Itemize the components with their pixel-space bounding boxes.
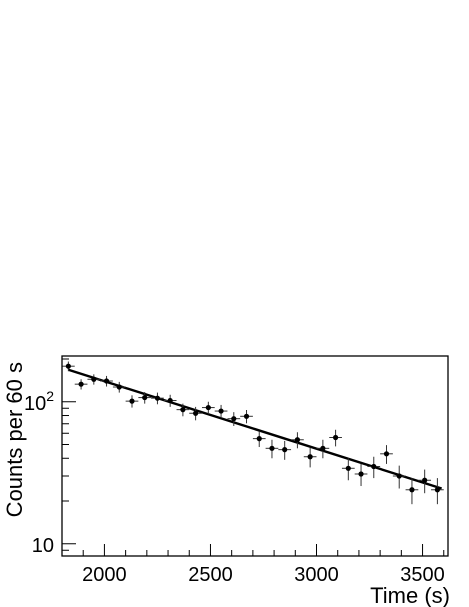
data-marker (256, 436, 262, 442)
data-marker (65, 363, 71, 369)
data-point (201, 401, 215, 414)
data-marker (294, 437, 301, 443)
data-point (278, 440, 292, 460)
data-marker (103, 378, 110, 384)
data-marker (409, 487, 415, 493)
data-marker (332, 434, 339, 441)
x-tick-label: 2000 (82, 564, 127, 586)
data-point (62, 361, 75, 372)
data-marker (116, 384, 122, 390)
data-marker (282, 447, 288, 453)
data-marker (434, 487, 440, 493)
data-marker (231, 416, 237, 422)
data-marker (243, 413, 250, 419)
data-marker (193, 410, 199, 416)
data-marker (320, 445, 326, 451)
data-point (138, 392, 152, 404)
data-point (189, 406, 202, 421)
data-point (418, 469, 432, 494)
data-point (100, 375, 113, 387)
data-point (316, 439, 330, 459)
data-point (329, 429, 342, 447)
data-point (367, 456, 381, 479)
data-point (125, 395, 139, 408)
data-point (87, 374, 101, 385)
data-point (303, 447, 317, 468)
data-point (392, 465, 406, 489)
data-marker (142, 394, 148, 401)
data-marker (154, 395, 161, 401)
data-point (405, 478, 419, 505)
data-marker (167, 397, 173, 404)
data-marker (269, 445, 275, 451)
data-point (151, 392, 164, 405)
data-point (74, 379, 88, 390)
data-marker (129, 398, 135, 404)
y-tick-label: 102 (24, 388, 54, 415)
data-point (380, 445, 393, 464)
fit-line (67, 368, 443, 490)
axis-ticks: 2000 2500 3000 3500 10 102 (24, 358, 445, 586)
data-point (112, 381, 126, 393)
data-point (227, 412, 241, 426)
data-marker (307, 454, 313, 460)
data-marker (78, 381, 84, 387)
x-tick-label: 3000 (294, 564, 339, 586)
data-point (163, 394, 177, 407)
data-marker (371, 463, 377, 470)
data-marker (180, 407, 186, 413)
data-point (341, 458, 355, 481)
data-marker (396, 473, 402, 479)
data-marker (358, 471, 364, 477)
data-point (252, 431, 266, 448)
data-point (354, 463, 368, 487)
data-marker (422, 477, 428, 483)
data-marker (91, 376, 97, 382)
data-point (214, 404, 228, 418)
data-marker (383, 451, 390, 457)
data-marker (205, 404, 211, 411)
data-point (240, 409, 253, 424)
data-point (265, 439, 279, 459)
data-marker (218, 408, 224, 414)
data-point (291, 432, 304, 449)
y-axis-title: Counts per 60 s (2, 362, 27, 517)
data-point (176, 403, 190, 417)
chart-data-layer (62, 361, 444, 505)
y-tick-label: 10 (32, 535, 54, 557)
data-marker (345, 465, 351, 471)
plot-frame (61, 355, 449, 557)
x-axis-title: Time (s) (370, 583, 450, 607)
x-tick-label: 2500 (188, 564, 233, 586)
x-tick-label: 3500 (400, 564, 445, 586)
data-point (431, 478, 444, 505)
